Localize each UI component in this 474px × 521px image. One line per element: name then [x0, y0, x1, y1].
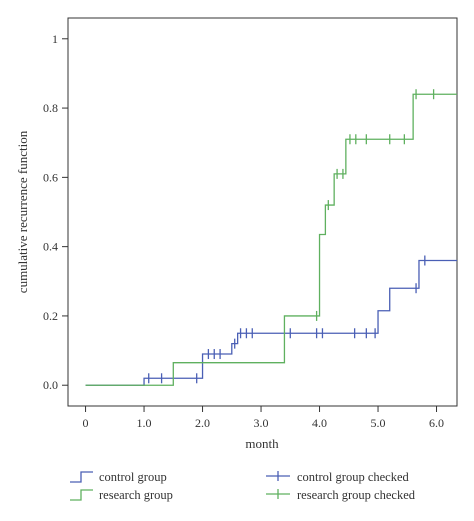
x-tick-label: 6.0 — [429, 416, 444, 430]
legend-label-control-group: control group — [99, 470, 167, 484]
y-tick-label: 0.6 — [43, 170, 58, 184]
y-tick-label: 1 — [52, 32, 58, 46]
legend-label-research-group: research group — [99, 488, 173, 502]
legend-label-research-group-checked: research group checked — [297, 488, 416, 502]
legend-item-control-group: control group — [70, 470, 167, 484]
series-line-control-group — [85, 259, 457, 386]
legend-item-control-group-checked: control group checked — [266, 470, 410, 484]
y-tick-label: 0.0 — [43, 378, 58, 392]
legend: control group control group checked rese… — [70, 470, 416, 502]
legend-swatch-research-group — [70, 489, 93, 501]
legend-label-control-group-checked: control group checked — [297, 470, 410, 484]
y-axis-label: cumulative recurrence function — [15, 130, 30, 293]
x-tick-label: 3.0 — [254, 416, 269, 430]
x-axis-label: month — [245, 436, 279, 451]
x-tick-label: 1.0 — [137, 416, 152, 430]
x-tick-label: 5.0 — [371, 416, 386, 430]
x-tick-label: 2.0 — [195, 416, 210, 430]
legend-item-research-group: research group — [70, 488, 173, 502]
y-tick-label: 0.8 — [43, 101, 58, 115]
x-tick-label: 4.0 — [312, 416, 327, 430]
plot-area — [67, 17, 458, 407]
legend-item-research-group-checked: research group checked — [266, 488, 416, 502]
y-tick-label: 0.2 — [43, 309, 58, 323]
legend-swatch-control-group — [70, 471, 93, 483]
x-tick-label: 0 — [83, 416, 89, 430]
y-tick-label: 0.4 — [43, 240, 58, 254]
series-line-research-group — [85, 93, 457, 386]
